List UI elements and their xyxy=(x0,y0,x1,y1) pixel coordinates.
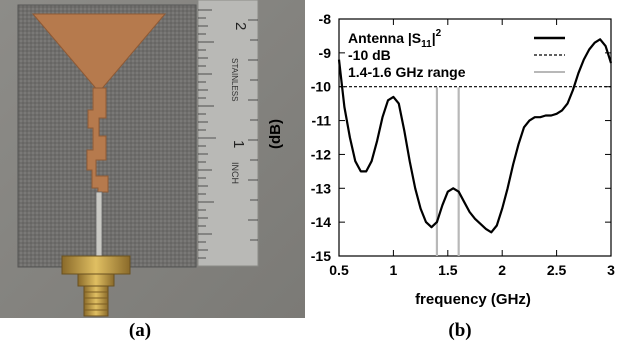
panel-a-caption: (a) xyxy=(128,320,152,341)
legend-s11-sup: 2 xyxy=(436,28,442,39)
ruler-label-2: 2 xyxy=(232,22,249,30)
y-axis-label: (dB) xyxy=(267,119,284,149)
s11-chart: 0.5 1 1.5 2 2.5 3 -8 -9 -10 -11 -12 -13 -14 -15 Anten… xyxy=(267,11,615,308)
y-tick-label: -9 xyxy=(319,45,332,61)
y-tick-label: -10 xyxy=(311,79,331,95)
ruler-label-1: 1 xyxy=(230,140,247,148)
sma-connector-icon xyxy=(61,255,131,317)
x-tick-label: 0.5 xyxy=(329,262,349,278)
antenna-pcb-photo: 2 STAINLESS 1 INCH xyxy=(0,0,305,318)
panel-b-caption: (b) xyxy=(448,320,472,341)
series-s11-line xyxy=(337,38,613,234)
x-axis-label: frequency (GHz) xyxy=(415,291,531,308)
plot-frame xyxy=(338,18,612,257)
legend-s11-close: | xyxy=(432,30,436,46)
legend-label-s11: Antenna |S11|2 xyxy=(348,28,442,50)
y-tick-label: -11 xyxy=(312,113,332,129)
copper-patch xyxy=(31,13,167,93)
ruler-icon: 2 STAINLESS 1 INCH xyxy=(197,0,259,267)
legend-s11-sub: 11 xyxy=(421,39,432,50)
x-tick-label: 1 xyxy=(390,262,398,278)
x-tick-label: 1.5 xyxy=(438,262,458,278)
ruler-label-inch: INCH xyxy=(230,162,240,184)
y-tick-label: -8 xyxy=(319,11,332,27)
y-tick-label: -14 xyxy=(311,214,331,230)
feed-pin xyxy=(95,191,103,259)
legend-label-10db: -10 dB xyxy=(348,47,391,63)
x-tick-label: 2 xyxy=(498,262,506,278)
x-tick-label: 2.5 xyxy=(547,262,567,278)
y-tick-label: -12 xyxy=(311,146,331,162)
y-tick-label: -13 xyxy=(311,180,331,196)
legend-label-range: 1.4-1.6 GHz range xyxy=(348,64,466,80)
ruler-label-stainless: STAINLESS xyxy=(230,58,239,101)
legend-s11-main: Antenna |S xyxy=(348,30,421,46)
y-tick-label: -15 xyxy=(311,248,331,264)
x-tick-label: 3 xyxy=(607,262,615,278)
